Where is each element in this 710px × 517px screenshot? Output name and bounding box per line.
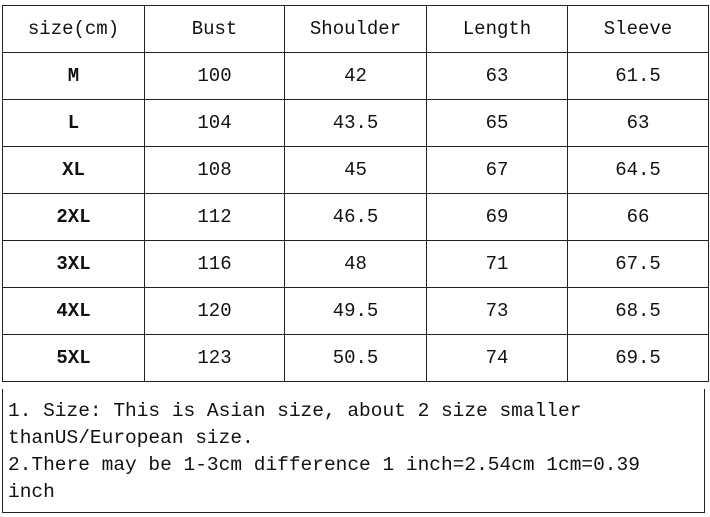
- measurement-cell: 64.5: [567, 146, 709, 194]
- measurement-cell: 45: [284, 146, 427, 194]
- measurement-cell: 71: [426, 240, 568, 288]
- measurement-cell: 68.5: [567, 287, 709, 335]
- table-row: M 100 42 63 61.5: [2, 52, 709, 100]
- table-row: 3XL 116 48 71 67.5: [2, 240, 709, 288]
- measurement-cell: 65: [426, 99, 568, 147]
- measurement-cell: 66: [567, 193, 709, 241]
- measurement-cell: 67: [426, 146, 568, 194]
- measurement-cell: 69: [426, 193, 568, 241]
- measurement-cell: 69.5: [567, 334, 709, 382]
- column-header: Sleeve: [567, 5, 709, 53]
- measurement-cell: 49.5: [284, 287, 427, 335]
- measurement-cell: 123: [144, 334, 285, 382]
- size-cell: XL: [2, 146, 145, 194]
- measurement-cell: 112: [144, 193, 285, 241]
- measurement-cell: 63: [426, 52, 568, 100]
- size-cell: L: [2, 99, 145, 147]
- table-row: 4XL 120 49.5 73 68.5: [2, 287, 709, 335]
- measurement-cell: 63: [567, 99, 709, 147]
- note-1: 1. Size: This is Asian size, about 2 siz…: [8, 400, 594, 449]
- measurement-cell: 43.5: [284, 99, 427, 147]
- column-header: Length: [426, 5, 568, 53]
- column-header: Bust: [144, 5, 285, 53]
- measurement-cell: 61.5: [567, 52, 709, 100]
- measurement-cell: 46.5: [284, 193, 427, 241]
- measurement-cell: 74: [426, 334, 568, 382]
- measurement-cell: 120: [144, 287, 285, 335]
- measurement-cell: 67.5: [567, 240, 709, 288]
- table-row: 5XL 123 50.5 74 69.5: [2, 334, 709, 382]
- measurement-cell: 42: [284, 52, 427, 100]
- table-row: L 104 43.5 65 63: [2, 99, 709, 147]
- size-cell: 5XL: [2, 334, 145, 382]
- table-row: XL 108 45 67 64.5: [2, 146, 709, 194]
- header-row: size(cm) Bust Shoulder Length Sleeve: [2, 5, 709, 53]
- size-chart-table: size(cm) Bust Shoulder Length Sleeve M 100 42 63…: [2, 5, 709, 382]
- measurement-cell: 100: [144, 52, 285, 100]
- size-cell: 3XL: [2, 240, 145, 288]
- measurement-cell: 104: [144, 99, 285, 147]
- size-cell: 2XL: [2, 193, 145, 241]
- measurement-cell: 116: [144, 240, 285, 288]
- measurement-cell: 73: [426, 287, 568, 335]
- measurement-cell: 50.5: [284, 334, 427, 382]
- column-header: Shoulder: [284, 5, 427, 53]
- note-2: 2.There may be 1-3cm difference 1 inch=2…: [8, 454, 652, 503]
- measurement-cell: 108: [144, 146, 285, 194]
- measurement-cell: 48: [284, 240, 427, 288]
- column-header: size(cm): [2, 5, 145, 53]
- table-row: 2XL 112 46.5 69 66: [2, 193, 709, 241]
- size-notes: 1. Size: This is Asian size, about 2 siz…: [2, 389, 705, 513]
- size-cell: M: [2, 52, 145, 100]
- size-cell: 4XL: [2, 287, 145, 335]
